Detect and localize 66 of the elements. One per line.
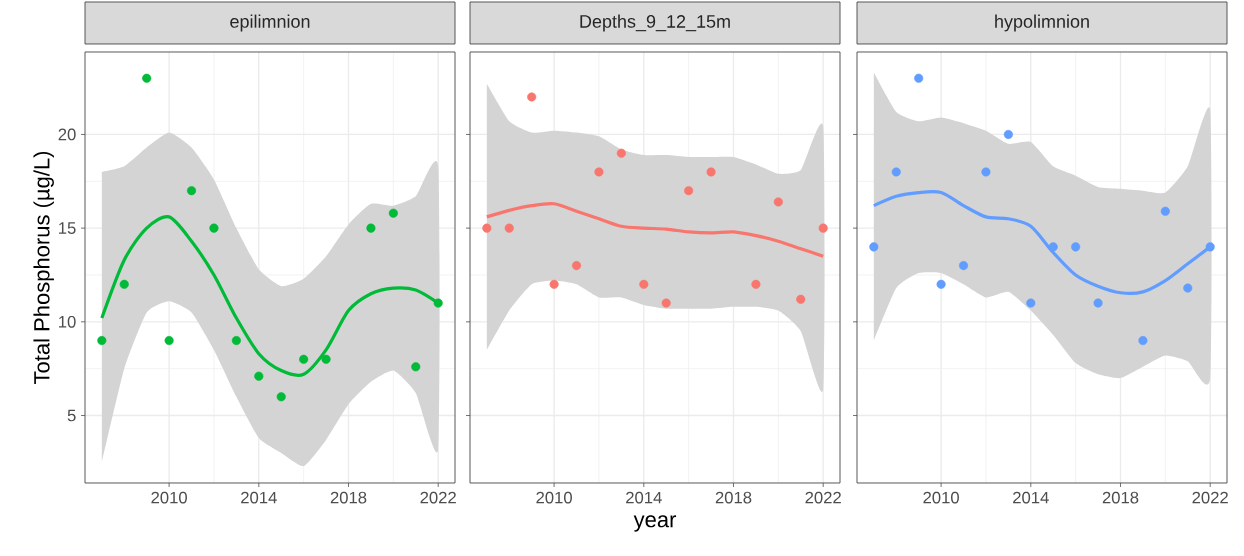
x-tick-label: 2022 xyxy=(805,491,841,504)
point xyxy=(1048,242,1058,252)
point xyxy=(773,197,783,207)
point xyxy=(936,279,946,289)
chart-title: Depths_9_12_15m xyxy=(580,14,730,32)
point xyxy=(1003,129,1013,139)
x-tick-label: 2014 xyxy=(1013,491,1049,504)
point xyxy=(914,73,924,83)
point xyxy=(981,167,991,177)
point xyxy=(1026,298,1036,308)
point xyxy=(276,392,286,402)
point xyxy=(504,223,514,233)
point xyxy=(891,167,901,177)
point xyxy=(818,223,828,233)
y-tick-label: 5 xyxy=(67,409,76,422)
point xyxy=(869,242,879,252)
point xyxy=(527,92,537,102)
chart-title: epilimnion xyxy=(230,14,310,32)
point xyxy=(751,279,761,289)
x-tick-label: 2018 xyxy=(330,491,367,504)
x-tick-label: 2014 xyxy=(241,491,277,504)
point xyxy=(482,223,492,233)
point xyxy=(97,336,107,346)
x-tick-label: 2018 xyxy=(1102,491,1139,504)
point xyxy=(142,73,152,83)
point xyxy=(594,167,604,177)
point xyxy=(796,294,806,304)
x-tick-label: 2010 xyxy=(923,491,959,504)
y-tick-label: 15 xyxy=(59,222,76,234)
x-tick-label: 2010 xyxy=(536,491,572,504)
point xyxy=(299,354,309,364)
point xyxy=(119,279,129,289)
y-axis-title: Total Phosphorus (µg/L) xyxy=(33,151,54,384)
x-tick-label: 2014 xyxy=(626,491,662,504)
point xyxy=(231,336,241,346)
point xyxy=(388,208,398,218)
point xyxy=(1183,283,1193,293)
point xyxy=(164,336,174,346)
point xyxy=(661,298,671,308)
point xyxy=(433,298,443,308)
x-tick-label: 2022 xyxy=(420,491,456,504)
x-tick-label: 2022 xyxy=(1192,491,1228,504)
point xyxy=(1138,336,1148,346)
y-tick-label: 20 xyxy=(58,128,76,141)
point xyxy=(571,261,582,271)
point xyxy=(639,279,649,289)
point xyxy=(1160,206,1170,216)
point xyxy=(366,223,376,233)
point xyxy=(411,362,421,372)
point xyxy=(706,167,716,177)
point xyxy=(254,371,264,381)
point xyxy=(186,186,197,196)
point xyxy=(958,261,969,271)
chart-title: hypolimnion xyxy=(995,14,1089,32)
x-axis-title: year xyxy=(633,515,677,532)
x-tick-label: 2018 xyxy=(715,491,752,504)
y-tick-label: 10 xyxy=(59,315,76,328)
point xyxy=(684,186,694,196)
point xyxy=(1071,242,1081,252)
point xyxy=(1093,298,1103,308)
point xyxy=(1205,242,1215,252)
x-tick-label: 2010 xyxy=(151,491,187,504)
point xyxy=(549,279,559,289)
point xyxy=(209,223,219,233)
point xyxy=(616,148,626,158)
point xyxy=(321,354,331,364)
